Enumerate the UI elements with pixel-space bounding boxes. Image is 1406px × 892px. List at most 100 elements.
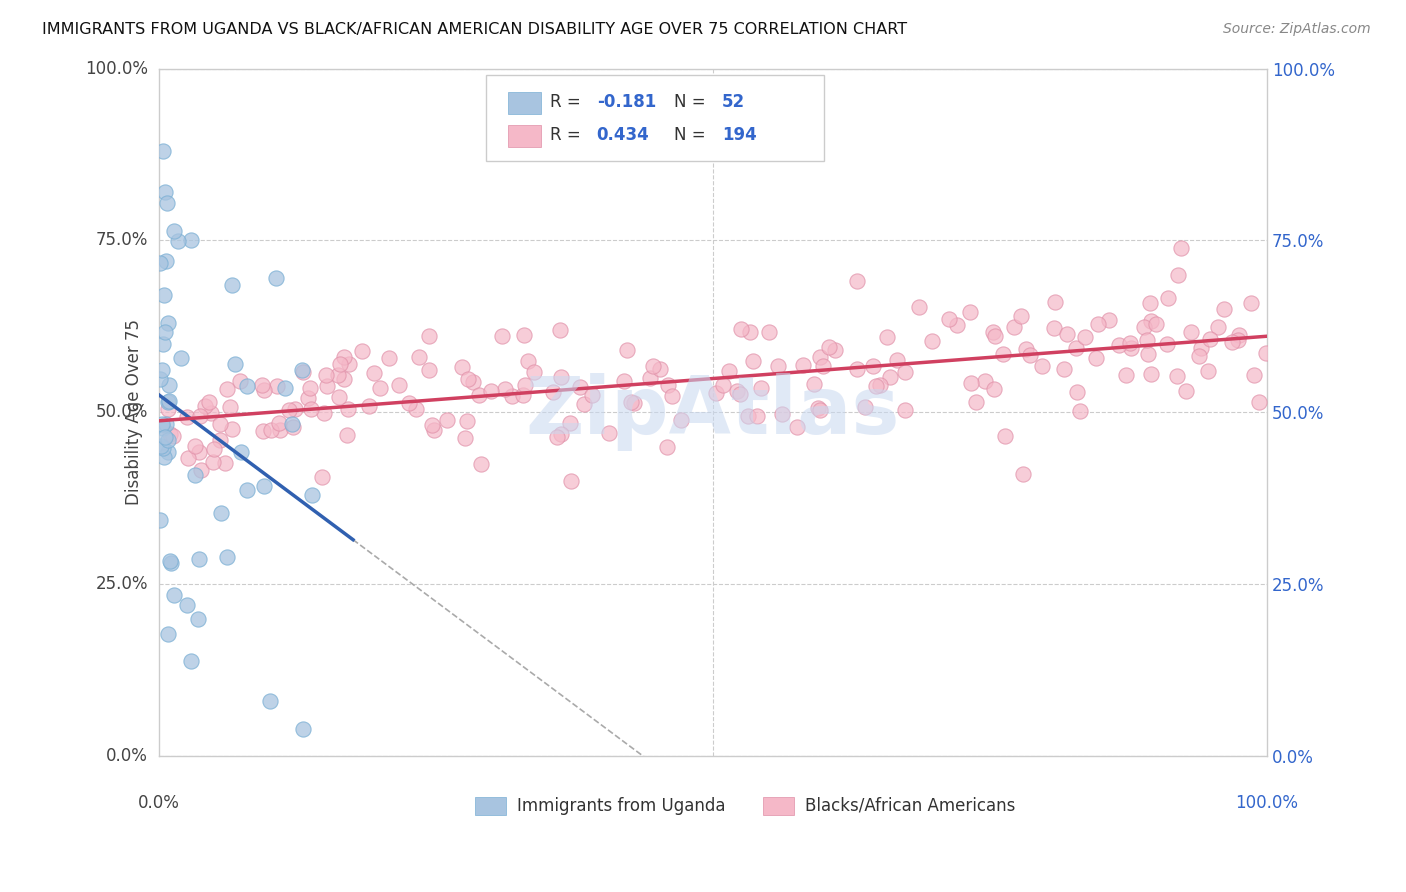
Point <box>648 362 671 376</box>
Point <box>252 424 274 438</box>
Point <box>907 300 929 314</box>
Point <box>730 387 752 401</box>
Point <box>217 383 239 397</box>
Point <box>994 429 1017 443</box>
Point <box>865 378 887 392</box>
Text: -0.181: -0.181 <box>596 93 657 111</box>
Point <box>155 417 177 432</box>
Point <box>299 381 322 395</box>
Point <box>180 654 202 668</box>
Point <box>157 394 180 409</box>
Point <box>960 376 983 390</box>
Point <box>281 420 304 434</box>
Point <box>269 423 291 437</box>
Point <box>152 442 174 456</box>
Point <box>543 384 565 399</box>
Point <box>155 325 177 339</box>
Point <box>513 327 536 342</box>
Point <box>1140 314 1163 328</box>
Point <box>284 402 307 417</box>
Point <box>266 379 288 393</box>
Point <box>159 427 181 442</box>
Point <box>1226 333 1249 347</box>
Text: 194: 194 <box>721 126 756 144</box>
Point <box>184 467 207 482</box>
Point <box>301 488 323 502</box>
Point <box>515 377 537 392</box>
Point <box>638 371 661 385</box>
Point <box>187 445 209 459</box>
Point <box>494 382 516 396</box>
Point <box>337 358 360 372</box>
Point <box>845 362 868 376</box>
Point <box>568 380 591 394</box>
FancyBboxPatch shape <box>763 797 794 814</box>
Point <box>741 354 763 368</box>
Point <box>824 343 846 357</box>
Point <box>879 369 901 384</box>
Point <box>378 351 401 365</box>
Point <box>157 316 180 330</box>
Point <box>981 325 1004 339</box>
Point <box>623 396 645 410</box>
Point <box>215 550 238 565</box>
Point <box>468 388 491 402</box>
Point <box>730 322 752 336</box>
Point <box>1180 325 1202 339</box>
Point <box>965 395 987 409</box>
Point <box>157 394 180 409</box>
Text: 0.434: 0.434 <box>596 126 650 144</box>
Point <box>1220 334 1243 349</box>
Point <box>418 329 440 343</box>
Point <box>853 400 876 414</box>
Point <box>200 406 222 420</box>
Point <box>176 598 198 612</box>
Point <box>218 400 240 414</box>
Point <box>1018 348 1040 362</box>
Point <box>214 456 236 470</box>
Point <box>337 402 360 417</box>
Point <box>422 417 444 432</box>
Point <box>886 353 908 368</box>
Point <box>152 288 174 302</box>
Point <box>984 328 1007 343</box>
Point <box>1012 467 1035 482</box>
Point <box>546 430 568 444</box>
Point <box>717 364 740 378</box>
Point <box>328 390 350 404</box>
Point <box>292 365 315 379</box>
Point <box>1199 332 1222 346</box>
FancyBboxPatch shape <box>486 76 824 161</box>
Point <box>198 394 221 409</box>
Point <box>311 470 333 484</box>
Point <box>408 350 430 364</box>
Point <box>149 255 172 269</box>
Point <box>1031 359 1053 373</box>
Point <box>1015 342 1038 356</box>
Point <box>786 419 808 434</box>
Point <box>312 406 335 420</box>
Point <box>737 409 759 423</box>
Point <box>811 359 834 374</box>
FancyBboxPatch shape <box>508 126 541 147</box>
Point <box>713 378 735 392</box>
Text: 52: 52 <box>721 93 745 111</box>
Point <box>558 416 581 430</box>
Point <box>436 413 458 427</box>
Point <box>152 450 174 465</box>
Point <box>959 305 981 319</box>
Point <box>1074 330 1097 344</box>
Point <box>159 554 181 568</box>
Point <box>516 353 538 368</box>
Text: Blacks/African Americans: Blacks/African Americans <box>806 797 1015 814</box>
Point <box>260 424 283 438</box>
Point <box>1043 294 1066 309</box>
Point <box>1167 268 1189 282</box>
Point <box>423 423 446 437</box>
Point <box>450 360 472 375</box>
Point <box>176 410 198 425</box>
Point <box>202 442 225 457</box>
Point <box>149 372 172 386</box>
Point <box>846 274 869 288</box>
Point <box>259 694 281 708</box>
